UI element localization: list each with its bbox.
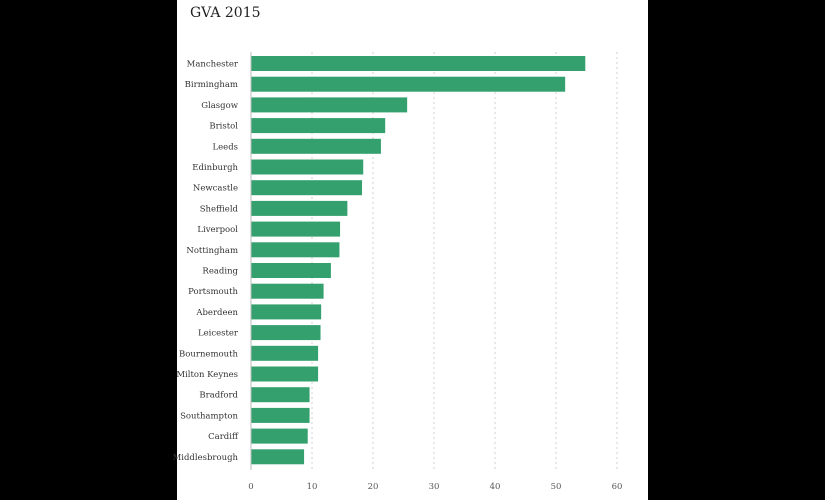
category-label: Liverpool	[197, 225, 238, 235]
bar	[251, 97, 408, 113]
x-tick-label: 0	[248, 482, 253, 492]
category-label: Bristol	[209, 122, 238, 132]
x-tick-label: 10	[307, 482, 318, 492]
x-tick-label: 20	[368, 482, 379, 492]
category-label: Edinburgh	[192, 163, 238, 173]
category-label: Southampton	[180, 411, 238, 421]
category-label: Nottingham	[186, 246, 238, 256]
x-tick-label: 40	[490, 482, 501, 492]
x-tick-label: 50	[551, 482, 562, 492]
bar	[251, 56, 586, 71]
bar	[251, 221, 341, 237]
bar	[251, 138, 381, 154]
bar	[251, 387, 310, 403]
category-label: Sheffield	[200, 204, 239, 214]
bar	[251, 180, 363, 196]
category-label: Birmingham	[185, 80, 238, 90]
category-label: Cardiff	[208, 432, 239, 442]
chart-title: GVA 2015	[190, 5, 261, 21]
category-label: Aberdeen	[195, 308, 238, 318]
category-label: Manchester	[187, 60, 239, 70]
category-label: Newcastle	[193, 184, 238, 194]
category-label: Reading	[202, 267, 238, 277]
category-label: Middlesbrough	[173, 453, 239, 463]
bar	[251, 118, 386, 134]
bar	[251, 407, 310, 423]
x-tick-label: 30	[429, 482, 440, 492]
bar	[251, 200, 348, 216]
bar	[251, 325, 321, 341]
x-tick-label: 60	[612, 482, 623, 492]
bar	[251, 449, 305, 465]
category-label: Bradford	[199, 391, 238, 401]
bar	[251, 263, 331, 278]
bar	[251, 366, 319, 382]
bar	[251, 242, 340, 258]
category-label: Leicester	[198, 329, 239, 339]
bar	[251, 76, 566, 92]
bar	[251, 159, 364, 175]
category-label: Glasgow	[201, 101, 238, 111]
category-label: Portsmouth	[188, 287, 238, 297]
bar	[251, 283, 324, 299]
bar	[251, 304, 322, 320]
category-label: Leeds	[212, 142, 238, 152]
bar	[251, 345, 319, 361]
bar	[251, 428, 308, 444]
category-label: Bournemouth	[179, 349, 238, 359]
category-label: Milton Keynes	[176, 370, 238, 380]
